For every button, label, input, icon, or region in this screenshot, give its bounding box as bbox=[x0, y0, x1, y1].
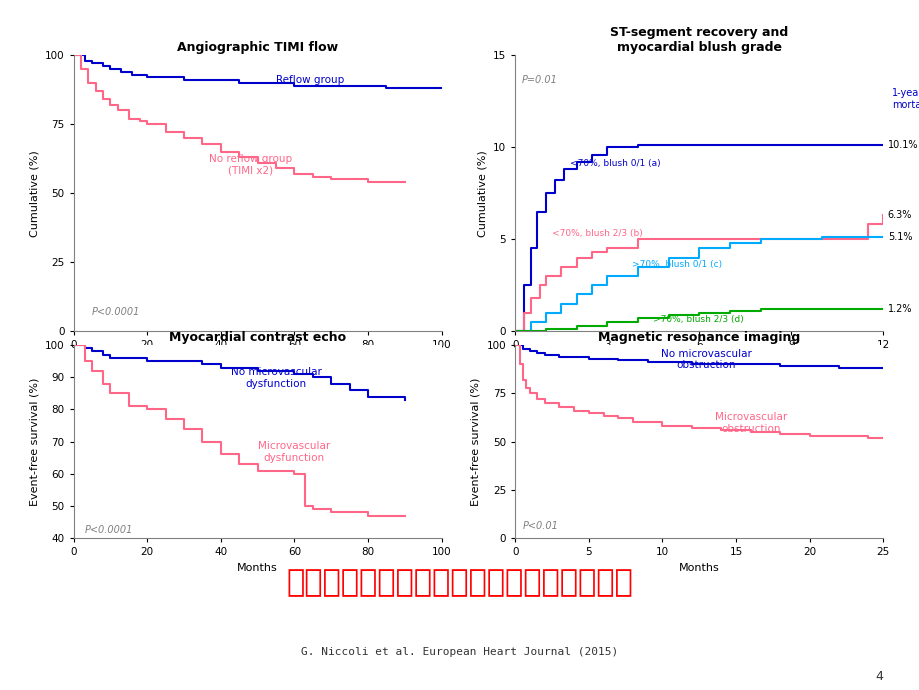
Title: Magnetic resonance imaging: Magnetic resonance imaging bbox=[597, 331, 800, 344]
Title: ST-segment recovery and
myocardial blush grade: ST-segment recovery and myocardial blush… bbox=[609, 26, 788, 54]
Text: P<0.01: P<0.01 bbox=[522, 520, 558, 531]
Text: Microvascular
dysfunction: Microvascular dysfunction bbox=[258, 442, 330, 463]
Text: Microvascular
obstruction: Microvascular obstruction bbox=[714, 413, 786, 434]
Text: >70%, blush 2/3 (d): >70%, blush 2/3 (d) bbox=[652, 315, 743, 324]
Text: 1.2%: 1.2% bbox=[887, 304, 912, 314]
X-axis label: Months: Months bbox=[237, 356, 278, 366]
Text: 1-year
mortality: 1-year mortality bbox=[891, 88, 919, 110]
Y-axis label: Cumulative (%): Cumulative (%) bbox=[477, 150, 487, 237]
Text: P<0.0001: P<0.0001 bbox=[92, 306, 141, 317]
Text: No microvascular
dysfunction: No microvascular dysfunction bbox=[231, 367, 321, 389]
Text: <70%, blush 2/3 (b): <70%, blush 2/3 (b) bbox=[551, 228, 642, 237]
Text: 10.1%: 10.1% bbox=[887, 140, 917, 150]
Text: P=0.01: P=0.01 bbox=[521, 75, 557, 85]
Title: Angiographic TIMI flow: Angiographic TIMI flow bbox=[176, 41, 338, 54]
Y-axis label: Event-free survival (%): Event-free survival (%) bbox=[29, 377, 40, 506]
Text: 存在冠脉微循环障碍的患者生存率显著下降: 存在冠脉微循环障碍的患者生存率显著下降 bbox=[287, 569, 632, 598]
X-axis label: Months: Months bbox=[237, 563, 278, 573]
Title: Myocardial contrast echo: Myocardial contrast echo bbox=[169, 331, 346, 344]
Text: >70%, blush 0/1 (c): >70%, blush 0/1 (c) bbox=[631, 260, 721, 269]
Text: <70%, blush 0/1 (a): <70%, blush 0/1 (a) bbox=[570, 159, 661, 168]
Text: 5.1%: 5.1% bbox=[887, 233, 912, 242]
Text: G. Niccoli et al. European Heart Journal (2015): G. Niccoli et al. European Heart Journal… bbox=[301, 647, 618, 657]
X-axis label: Months: Months bbox=[678, 563, 719, 573]
Text: No microvascular
obstruction: No microvascular obstruction bbox=[661, 348, 751, 370]
Text: Reflow group: Reflow group bbox=[276, 75, 344, 85]
Text: No reflow group
(TIMI x2): No reflow group (TIMI x2) bbox=[209, 155, 291, 176]
Text: 6.3%: 6.3% bbox=[887, 210, 911, 220]
Y-axis label: Cumulative (%): Cumulative (%) bbox=[29, 150, 40, 237]
Text: 4: 4 bbox=[874, 670, 882, 683]
Text: P<0.0001: P<0.0001 bbox=[85, 525, 133, 535]
Y-axis label: Event-free survival (%): Event-free survival (%) bbox=[471, 377, 481, 506]
